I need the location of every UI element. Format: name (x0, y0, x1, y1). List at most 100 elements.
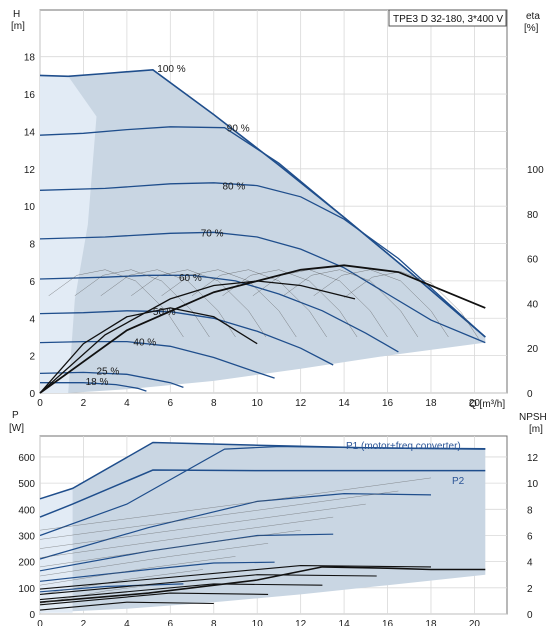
bottom-x-tick-label: 2 (81, 619, 87, 626)
intermediate-power-curve (39, 543, 269, 577)
series-label-p1: P1 (motor+freq converter) (346, 441, 461, 452)
npsh-speed-curve (39, 574, 377, 595)
bottom-right-axis-unit: [m] (529, 424, 543, 435)
top-y-right-tick-label: 20 (527, 344, 539, 355)
top-y-right-tick-label: 40 (527, 299, 539, 310)
bottom-low-flow-zone (40, 488, 73, 613)
top-x-tick-label: 20 (469, 398, 481, 409)
npsh-curve (39, 566, 486, 603)
speed-label: 100 % (157, 64, 185, 75)
head-curve (39, 182, 486, 338)
intermediate-power-curve (39, 569, 203, 595)
top-y-right-tick-label: 60 (527, 255, 539, 266)
intermediate-curve (222, 269, 358, 338)
bottom-y-right-tick-label: 8 (527, 505, 533, 516)
chart-title-box (388, 9, 507, 27)
top-x-tick-label: 6 (168, 398, 174, 409)
intermediate-curve (74, 269, 210, 338)
bottom-x-tick-label: 10 (252, 619, 264, 626)
bottom-y-left-tick-label: 500 (18, 479, 35, 490)
head-curve (40, 382, 147, 392)
power-curve (39, 469, 486, 518)
bottom-y-left-tick-label: 400 (18, 505, 35, 516)
head-curve (39, 126, 486, 338)
bottom-x-tick-label: 6 (168, 619, 174, 626)
intermediate-curve (252, 269, 388, 338)
bottom-operating-area (40, 442, 486, 613)
bottom-x-tick-label: 14 (339, 619, 351, 626)
bottom-y-left-tick-label: 0 (29, 610, 35, 621)
bottom-x-tick-label: 4 (124, 619, 130, 626)
bottom-chart-curves (39, 441, 486, 611)
top-right-axis-label: eta (526, 11, 540, 22)
speed-label: 50 % (153, 307, 176, 318)
top-y-left-tick-label: 4 (29, 314, 35, 325)
intermediate-curve (131, 269, 267, 338)
series-label-p2: P2 (452, 476, 465, 487)
bottom-left-axis-label: P (12, 410, 19, 421)
top-chart-ticks: 0 2 4 6 8 10 12 14 16 18 20 0 2 4 6 8 10 12 14 16 18 0 20 40 60 8… (24, 53, 544, 409)
bottom-left-axis-unit: [W] (9, 423, 24, 434)
bottom-y-right-tick-label: 12 (527, 453, 539, 464)
top-x-tick-label: 8 (211, 398, 217, 409)
bottom-y-left-tick-label: 100 (18, 584, 35, 595)
bottom-y-left-tick-label: 600 (18, 453, 35, 464)
npsh-speed-curve (39, 601, 214, 611)
speed-label: 18 % (86, 377, 109, 388)
top-y-left-tick-label: 18 (24, 53, 36, 64)
intermediate-power-curve (39, 582, 171, 604)
bottom-y-left-tick-label: 200 (18, 558, 35, 569)
intermediate-curve (161, 269, 297, 338)
top-y-left-tick-label: 0 (29, 389, 35, 400)
intermediate-power-curve (39, 477, 432, 531)
intermediate-curve (343, 271, 480, 339)
top-x-tick-label: 2 (81, 398, 87, 409)
speed-label: 80 % (223, 182, 246, 193)
bottom-y-left-tick-label: 300 (18, 531, 35, 542)
head-curve (39, 274, 399, 353)
top-right-axis-unit: [%] (524, 23, 539, 34)
intermediate-curve (100, 269, 236, 338)
bottom-right-axis-label: NPSH (519, 412, 547, 423)
speed-label: 90 % (227, 124, 250, 135)
top-x-tick-label: 16 (382, 398, 394, 409)
speed-label: 40 % (133, 338, 156, 349)
bottom-y-right-tick-label: 10 (527, 479, 539, 490)
top-x-tick-label: 0 (37, 398, 43, 409)
top-y-right-tick-label: 0 (527, 389, 533, 400)
speed-label: 60 % (179, 273, 202, 284)
bottom-x-tick-label: 0 (37, 619, 43, 626)
bottom-x-tick-label: 20 (469, 619, 481, 626)
intermediate-power-curve (39, 503, 366, 549)
top-chart-curves (39, 68, 486, 394)
top-x-tick-label: 12 (295, 398, 307, 409)
power-curve (39, 492, 432, 560)
chart-title: TPE3 D 32-180, 3*400 V (393, 14, 503, 25)
npsh-speed-curve (39, 565, 432, 590)
top-x-tick-label: 10 (252, 398, 264, 409)
power-curve (39, 445, 486, 537)
bottom-chart-ticks: 0 2 4 6 8 10 12 14 16 18 2001002003004005006000246… (18, 453, 538, 626)
bottom-y-right-tick-label: 0 (527, 610, 533, 621)
bottom-x-tick-label: 18 (425, 619, 437, 626)
bottom-operating-area-fill (40, 442, 486, 613)
top-left-axis-label: H (13, 9, 20, 20)
bottom-y-right-tick-label: 6 (527, 531, 533, 542)
top-y-left-tick-label: 6 (29, 277, 35, 288)
efficiency-curve (39, 307, 258, 394)
head-curve (39, 310, 334, 366)
speed-label: 25 % (97, 367, 120, 378)
bottom-y-right-tick-label: 4 (527, 558, 533, 569)
head-curve (39, 340, 275, 379)
npsh-speed-curve (39, 592, 269, 606)
top-x-axis-label: Q [m³/h] (469, 399, 505, 410)
npsh-speed-curve (39, 583, 323, 601)
top-y-left-tick-label: 2 (29, 352, 35, 363)
intermediate-curve (313, 269, 449, 338)
power-curve (39, 561, 275, 582)
top-x-tick-label: 4 (124, 398, 130, 409)
intermediate-curve (48, 269, 184, 338)
power-curve (39, 583, 184, 593)
intermediate-curve (191, 269, 327, 338)
